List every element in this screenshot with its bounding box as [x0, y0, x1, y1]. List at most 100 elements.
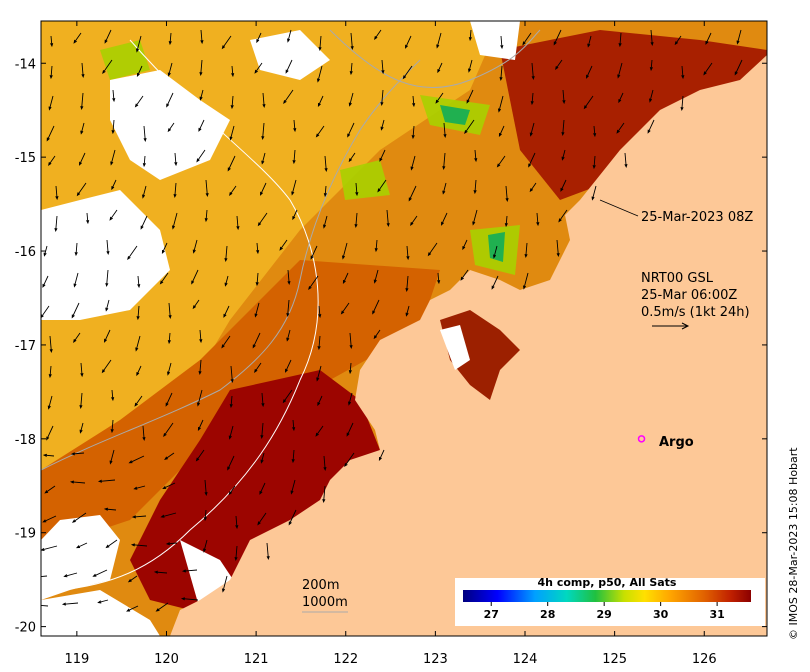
current-vector — [133, 485, 146, 490]
colorbar-ticks: 27 28 29 30 31 — [484, 602, 725, 621]
lat-tick-label: -20 — [15, 621, 36, 636]
current-vector — [167, 332, 171, 345]
colorbar-tick-label: 28 — [540, 608, 555, 621]
current-vector — [468, 59, 473, 73]
current-vector — [229, 125, 235, 141]
current-vector — [254, 302, 260, 318]
current-vector — [74, 242, 78, 257]
current-vector — [136, 305, 140, 321]
lat-tick-label: -17 — [15, 339, 36, 354]
current-vector — [192, 299, 200, 310]
image-time-label: 25-Mar-2023 08Z — [641, 210, 753, 225]
current-vector — [593, 125, 597, 138]
current-vector — [227, 155, 236, 172]
current-vector — [140, 215, 148, 230]
current-vector — [406, 245, 410, 261]
current-vector — [283, 89, 294, 105]
current-vector — [531, 62, 535, 81]
current-vector — [256, 242, 260, 255]
current-vector — [92, 569, 108, 577]
current-vector — [372, 299, 380, 315]
lat-tick-label: -18 — [15, 433, 36, 448]
colorbar-title: 4h comp, p50, All Sats — [538, 576, 677, 589]
current-vector — [286, 299, 290, 318]
current-vector — [221, 35, 232, 50]
current-vector — [199, 59, 203, 77]
isobath-1000m-label: 1000m — [302, 595, 348, 610]
current-vector — [347, 122, 355, 138]
current-vector — [261, 392, 265, 408]
current-vector — [198, 119, 205, 132]
current-vector — [136, 65, 143, 78]
current-vector — [496, 155, 506, 168]
current-vector — [204, 479, 208, 497]
current-vector — [262, 92, 266, 109]
current-vector — [174, 152, 178, 167]
current-vector — [254, 62, 263, 74]
current-vector — [228, 485, 236, 496]
current-vector — [373, 269, 379, 284]
lon-tick-label: 126 — [692, 652, 717, 667]
current-vector — [111, 119, 115, 135]
current-vector — [377, 179, 387, 193]
current-vector — [49, 335, 53, 354]
current-vector — [340, 302, 350, 315]
current-vector — [405, 35, 412, 49]
current-vector — [105, 299, 110, 312]
current-vector — [61, 602, 79, 606]
current-vector — [235, 515, 239, 530]
current-vector — [460, 269, 469, 281]
current-vector — [127, 575, 138, 583]
current-vector — [355, 182, 359, 197]
current-vector — [315, 425, 324, 437]
current-vector — [348, 392, 353, 406]
current-vector — [227, 455, 235, 471]
current-vector — [79, 152, 86, 166]
current-vector — [317, 95, 324, 108]
current-vector — [230, 95, 234, 110]
current-vector — [255, 272, 259, 287]
colorbar-tick-label: 31 — [709, 608, 724, 621]
current-vector — [63, 572, 78, 578]
current-vector — [349, 62, 353, 76]
sea-hot-northeast — [500, 30, 767, 200]
current-vector — [649, 59, 653, 72]
currents-scale-arrow — [652, 322, 690, 330]
current-vectors — [41, 29, 743, 612]
current-vector — [142, 185, 147, 199]
lon-tick-label: 119 — [64, 652, 89, 667]
currents-time-label: 25-Mar 06:00Z — [641, 288, 737, 303]
current-vector — [42, 275, 49, 288]
current-vector — [142, 155, 146, 168]
current-vector — [261, 152, 266, 165]
current-vector — [587, 35, 592, 48]
argo-marker — [637, 435, 646, 443]
plot-frame — [40, 20, 768, 637]
current-vector — [291, 449, 295, 464]
current-vector — [128, 455, 145, 464]
current-vector — [505, 185, 509, 203]
current-vector — [110, 149, 116, 166]
current-vector — [137, 275, 141, 289]
current-vector — [287, 29, 292, 43]
current-vector — [110, 419, 114, 434]
current-vector — [228, 425, 234, 440]
current-vector — [252, 332, 261, 349]
current-vector — [346, 422, 354, 437]
current-vector — [106, 239, 110, 256]
isobath-200m — [59, 39, 319, 591]
current-vector — [553, 29, 562, 46]
current-vector — [196, 389, 203, 407]
current-vector — [48, 95, 54, 111]
current-vector — [437, 272, 441, 285]
current-vector — [591, 185, 597, 201]
current-vector — [586, 65, 593, 79]
current-vector — [354, 212, 358, 229]
current-vector — [536, 212, 540, 227]
colorbar — [463, 590, 751, 602]
current-vector — [468, 29, 472, 42]
current-vector — [112, 89, 116, 103]
current-vector — [257, 512, 267, 526]
current-vector — [703, 62, 713, 76]
current-vector — [650, 29, 654, 47]
